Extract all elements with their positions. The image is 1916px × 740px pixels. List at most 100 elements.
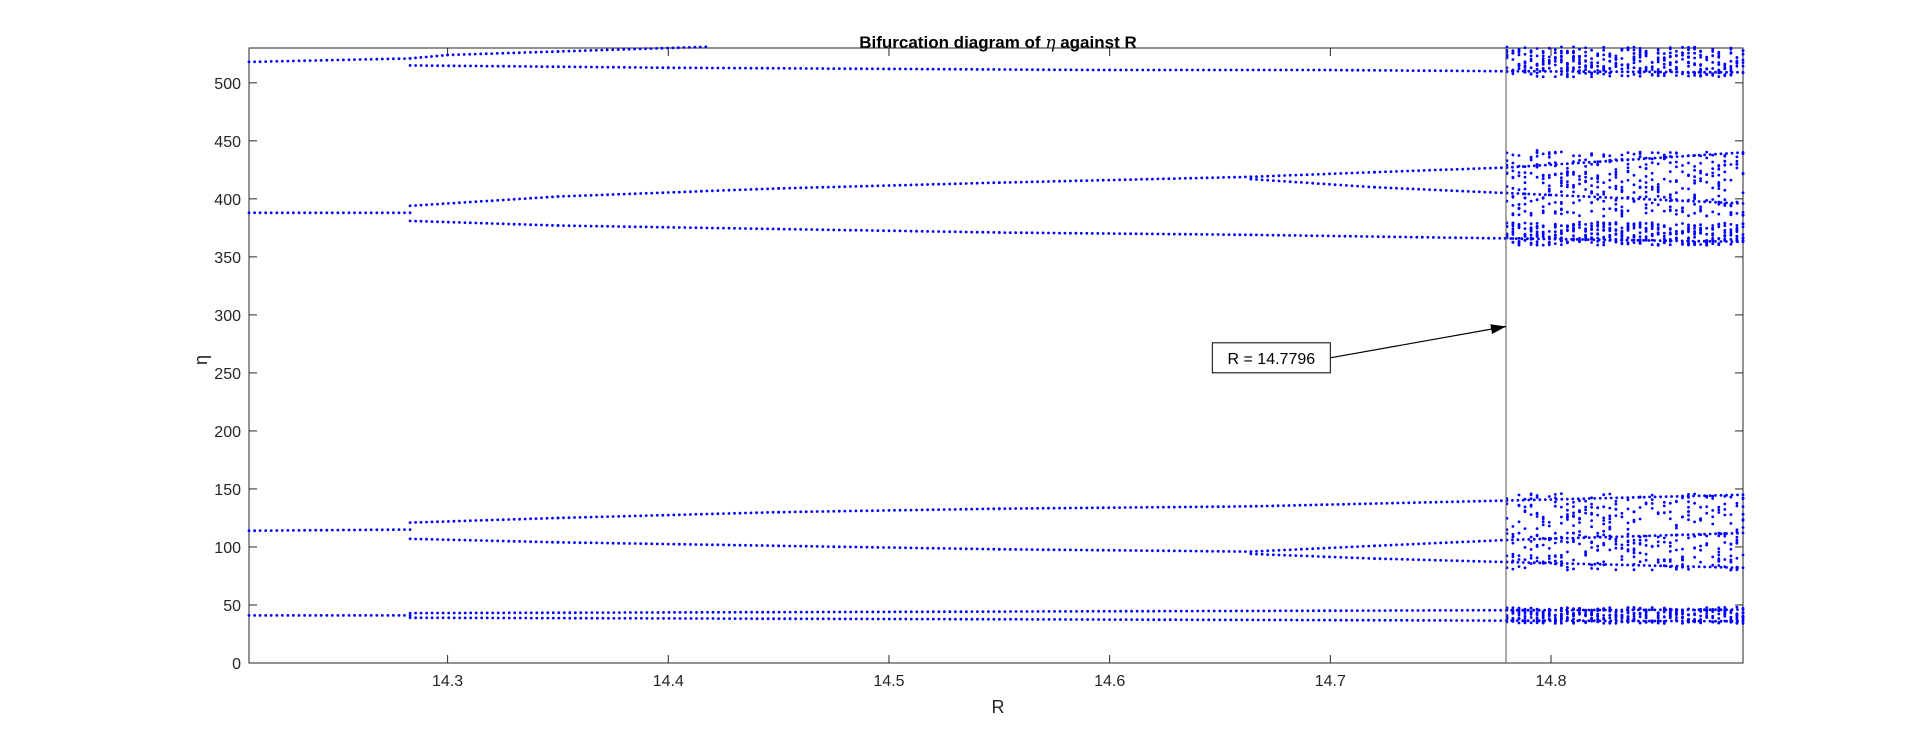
data-point <box>1257 68 1260 72</box>
data-point <box>1681 243 1684 246</box>
data-point <box>1693 227 1696 230</box>
data-point <box>1517 171 1521 174</box>
data-point <box>1036 68 1040 72</box>
data-point <box>1541 205 1545 209</box>
data-point <box>1517 609 1521 613</box>
data-point <box>1278 618 1282 622</box>
data-point <box>1644 163 1648 166</box>
data-point <box>1730 493 1734 497</box>
data-point <box>1656 540 1660 544</box>
data-point <box>954 610 957 614</box>
data-point <box>1249 552 1253 556</box>
data-point <box>1014 617 1018 621</box>
data-point <box>1697 200 1701 203</box>
data-point <box>771 544 775 548</box>
data-point <box>1288 548 1292 552</box>
data-point <box>733 617 737 620</box>
data-point <box>1389 543 1393 547</box>
data-point <box>1729 558 1733 562</box>
data-point <box>1578 530 1581 533</box>
data-point <box>1602 237 1606 240</box>
data-point <box>1741 152 1745 156</box>
data-point <box>1145 177 1149 181</box>
data-point <box>722 610 726 614</box>
data-point <box>1459 236 1463 240</box>
data-point <box>694 190 698 193</box>
data-point <box>1699 505 1702 509</box>
data-point <box>1614 542 1618 546</box>
data-point <box>1511 233 1515 236</box>
data-point <box>1608 233 1612 237</box>
data-point <box>1328 172 1331 176</box>
plot-area: 14.3 14.4 14.5 14.6 14.7 14.80501001502002503… <box>214 45 1745 690</box>
data-point <box>1693 71 1696 74</box>
data-point <box>986 507 990 511</box>
data-point <box>926 610 930 614</box>
data-point <box>1717 225 1721 229</box>
data-point <box>1260 552 1264 556</box>
data-point <box>1418 501 1422 504</box>
data-point <box>909 546 913 550</box>
data-point <box>1102 618 1106 621</box>
data-point <box>518 65 522 68</box>
data-point <box>1614 158 1618 162</box>
data-point <box>1535 165 1539 169</box>
data-point <box>1560 54 1563 58</box>
data-point <box>1638 165 1642 169</box>
data-point <box>766 187 769 191</box>
data-point <box>1523 175 1527 179</box>
data-point <box>447 520 450 523</box>
data-point <box>529 223 532 227</box>
data-point <box>1668 161 1672 165</box>
data-point <box>353 211 356 215</box>
data-point <box>1511 525 1515 528</box>
data-point <box>1723 221 1727 225</box>
data-point <box>1625 238 1629 242</box>
data-point <box>336 58 340 62</box>
data-point <box>447 538 450 542</box>
data-point <box>258 529 262 532</box>
data-point <box>793 186 797 190</box>
data-point <box>1664 198 1668 202</box>
data-point <box>557 65 560 69</box>
data-point <box>1560 621 1563 625</box>
data-point <box>1638 71 1642 75</box>
data-point <box>605 48 609 52</box>
data-point <box>1085 179 1089 183</box>
data-point <box>540 616 544 620</box>
data-point <box>876 546 880 549</box>
data-point <box>761 617 764 621</box>
data-point <box>1511 186 1515 190</box>
data-point <box>1681 565 1684 569</box>
data-point <box>1124 68 1128 72</box>
annotation-box <box>1211 342 1331 374</box>
data-point <box>1345 184 1348 187</box>
data-point <box>1648 564 1651 567</box>
data-point <box>330 528 334 532</box>
data-point <box>1699 74 1702 78</box>
data-point <box>1322 546 1326 550</box>
data-point <box>1162 505 1165 509</box>
data-point <box>1584 165 1587 168</box>
data-point <box>1339 618 1343 622</box>
data-point <box>1723 610 1727 614</box>
data-point <box>975 547 979 551</box>
data-point <box>1717 612 1721 616</box>
data-point <box>1644 613 1648 617</box>
data-point <box>1656 616 1660 620</box>
data-point <box>1717 63 1721 66</box>
data-point <box>1681 563 1684 566</box>
data-point <box>1255 175 1258 179</box>
data-point <box>1711 160 1715 164</box>
data-point <box>1644 222 1648 225</box>
data-point <box>1031 618 1034 621</box>
data-point <box>1723 163 1727 167</box>
data-point <box>1030 548 1034 551</box>
data-point <box>611 541 615 545</box>
data-point <box>562 516 565 520</box>
data-point <box>392 614 395 617</box>
data-point <box>1632 568 1636 572</box>
data-point <box>1429 500 1432 504</box>
data-point <box>1584 60 1587 63</box>
data-point <box>837 509 841 513</box>
